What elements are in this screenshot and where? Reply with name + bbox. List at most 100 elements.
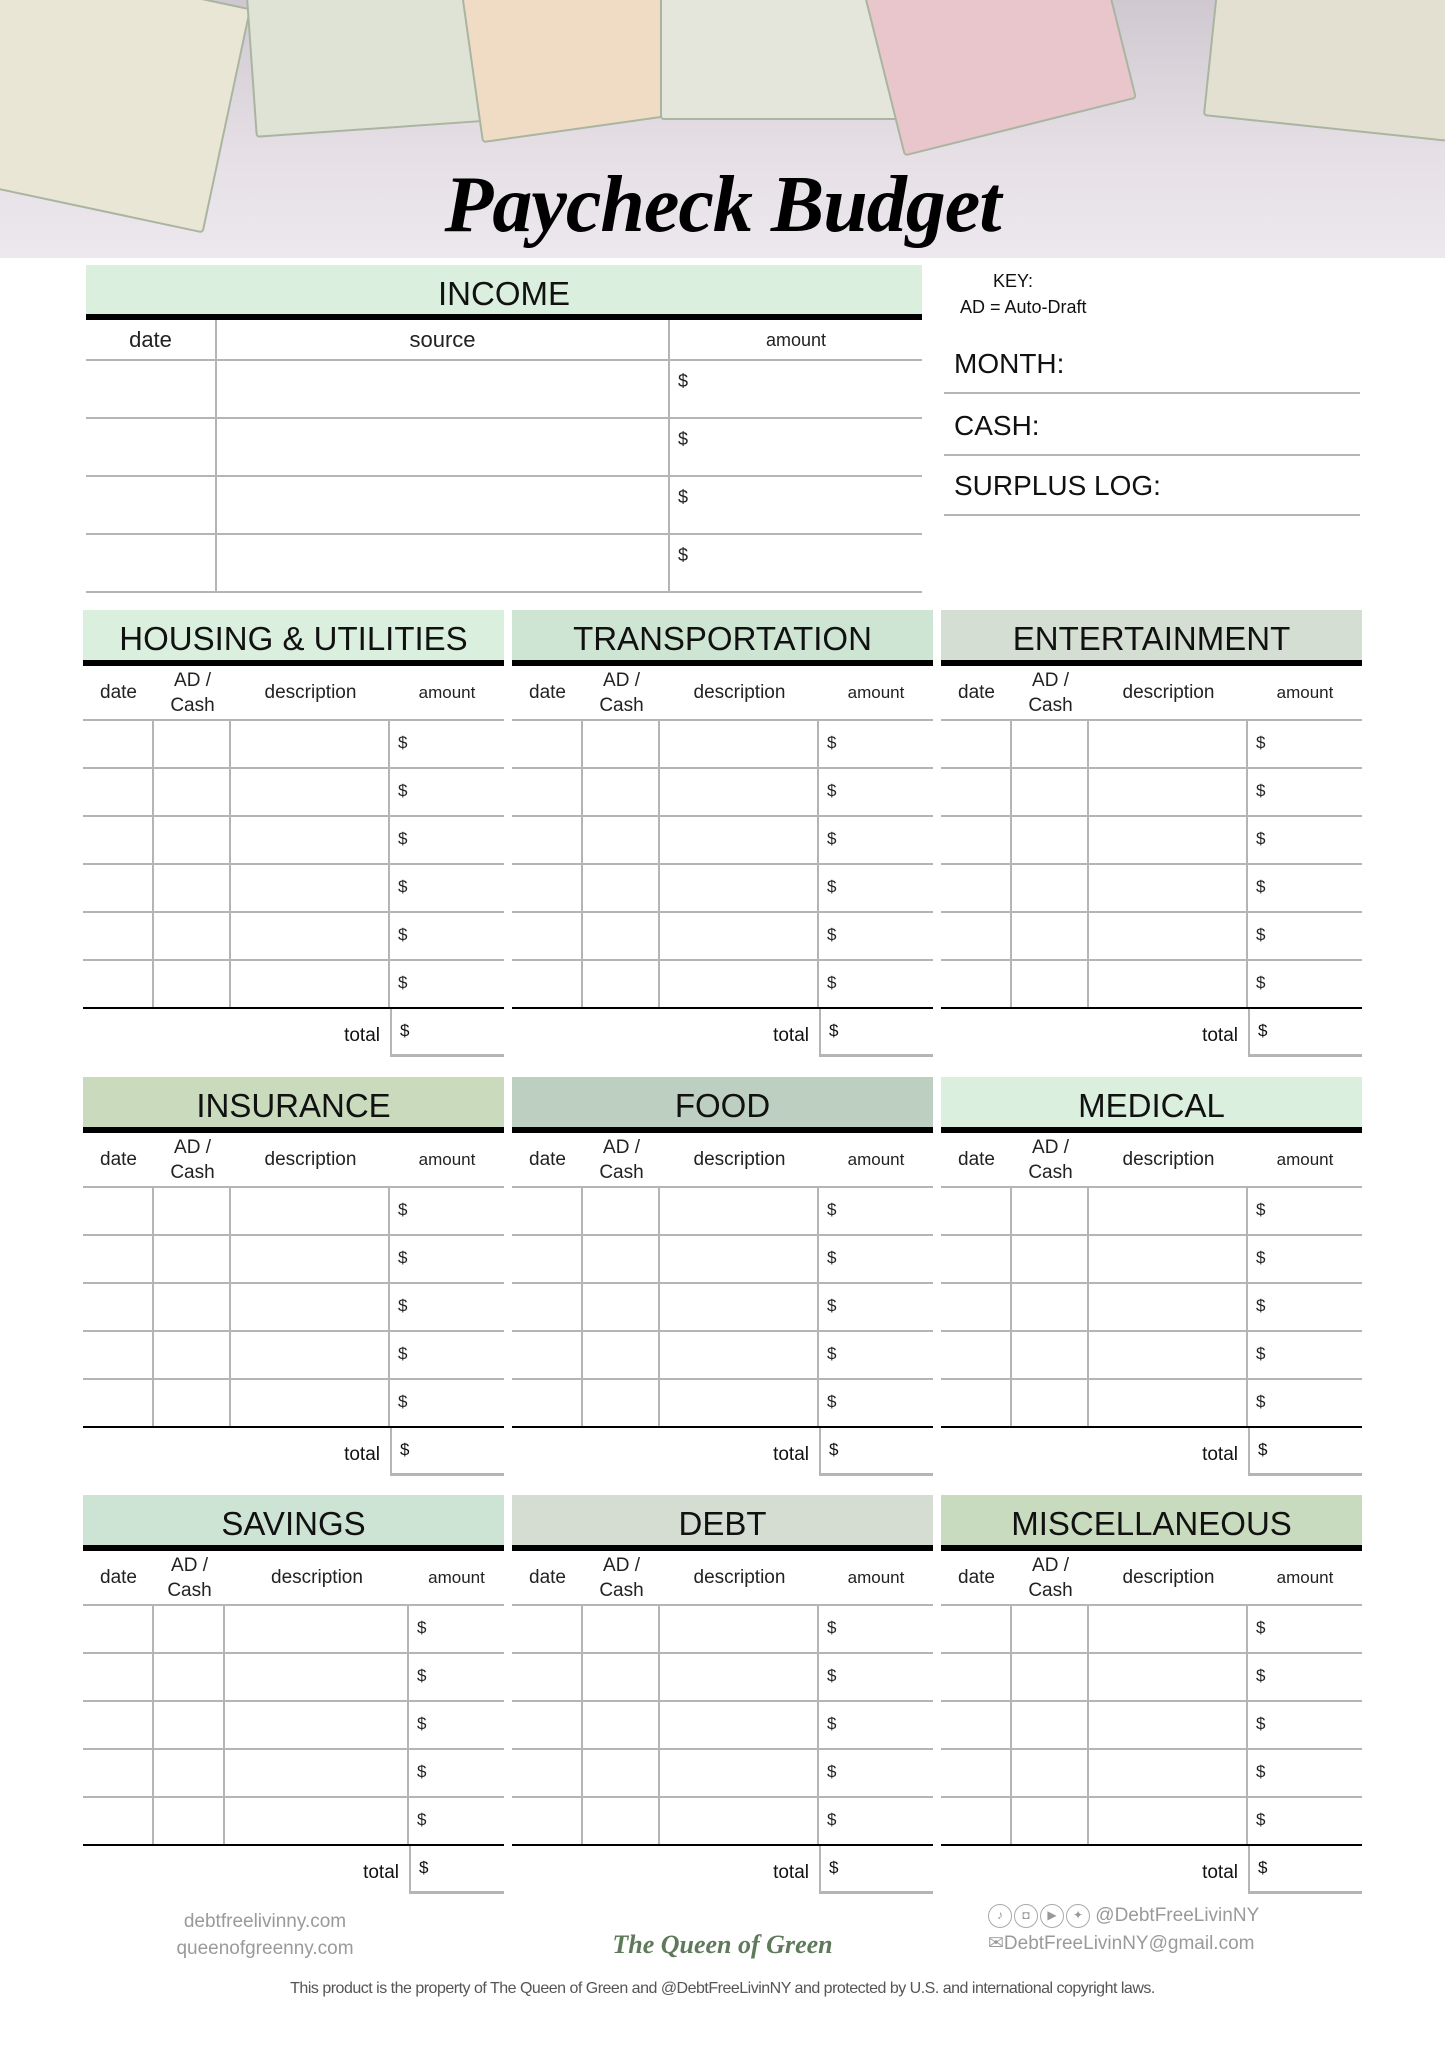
- date-cell[interactable]: [941, 1606, 1012, 1652]
- date-cell[interactable]: [83, 1380, 154, 1426]
- amount-cell[interactable]: $: [1256, 925, 1266, 944]
- date-cell[interactable]: [941, 721, 1012, 767]
- amount-cell[interactable]: $: [827, 1200, 837, 1219]
- ad-cash-cell[interactable]: [1012, 1236, 1089, 1282]
- ad-cash-cell[interactable]: [154, 1654, 225, 1700]
- description-cell[interactable]: [660, 913, 819, 959]
- date-cell[interactable]: [512, 1606, 583, 1652]
- amount-cell[interactable]: $: [1256, 1392, 1266, 1411]
- date-cell[interactable]: [83, 865, 154, 911]
- ad-cash-cell[interactable]: [154, 1798, 225, 1844]
- description-cell[interactable]: [1089, 1284, 1248, 1330]
- description-cell[interactable]: [231, 865, 390, 911]
- ad-cash-cell[interactable]: [154, 1750, 225, 1796]
- description-cell[interactable]: [1089, 769, 1248, 815]
- description-cell[interactable]: [1089, 913, 1248, 959]
- total-amount-cell[interactable]: $: [819, 1846, 933, 1894]
- description-cell[interactable]: [1089, 1606, 1248, 1652]
- amount-cell[interactable]: $: [1256, 733, 1266, 752]
- amount-cell[interactable]: $: [398, 1248, 408, 1267]
- description-cell[interactable]: [660, 1236, 819, 1282]
- ad-cash-cell[interactable]: [1012, 1188, 1089, 1234]
- ad-cash-cell[interactable]: [583, 1284, 660, 1330]
- date-cell[interactable]: [83, 1798, 154, 1844]
- description-cell[interactable]: [231, 961, 390, 1007]
- amount-cell[interactable]: $: [1256, 1618, 1266, 1637]
- description-cell[interactable]: [1089, 1188, 1248, 1234]
- description-cell[interactable]: [1089, 1654, 1248, 1700]
- ad-cash-cell[interactable]: [1012, 961, 1089, 1007]
- ad-cash-cell[interactable]: [1012, 817, 1089, 863]
- description-cell[interactable]: [1089, 1702, 1248, 1748]
- date-cell[interactable]: [86, 419, 217, 475]
- amount-cell[interactable]: $: [398, 829, 408, 848]
- description-cell[interactable]: [660, 961, 819, 1007]
- date-cell[interactable]: [83, 1702, 154, 1748]
- ad-cash-cell[interactable]: [583, 1702, 660, 1748]
- total-amount-cell[interactable]: $: [390, 1428, 504, 1476]
- description-cell[interactable]: [231, 721, 390, 767]
- ad-cash-cell[interactable]: [583, 1798, 660, 1844]
- amount-cell[interactable]: $: [398, 1392, 408, 1411]
- date-cell[interactable]: [512, 1654, 583, 1700]
- ad-cash-cell[interactable]: [1012, 1606, 1089, 1652]
- description-cell[interactable]: [660, 1750, 819, 1796]
- ad-cash-cell[interactable]: [583, 865, 660, 911]
- amount-cell[interactable]: $: [417, 1810, 427, 1829]
- amount-cell[interactable]: $: [398, 925, 408, 944]
- date-cell[interactable]: [512, 721, 583, 767]
- amount-cell[interactable]: $: [398, 973, 408, 992]
- ad-cash-cell[interactable]: [154, 961, 231, 1007]
- amount-cell[interactable]: $: [678, 429, 689, 449]
- total-amount-cell[interactable]: $: [819, 1428, 933, 1476]
- ad-cash-cell[interactable]: [1012, 721, 1089, 767]
- amount-cell[interactable]: $: [398, 1296, 408, 1315]
- date-cell[interactable]: [941, 913, 1012, 959]
- date-cell[interactable]: [512, 865, 583, 911]
- source-cell[interactable]: [217, 477, 670, 533]
- ad-cash-cell[interactable]: [583, 1654, 660, 1700]
- ad-cash-cell[interactable]: [154, 1332, 231, 1378]
- ad-cash-cell[interactable]: [1012, 1380, 1089, 1426]
- amount-cell[interactable]: $: [417, 1618, 427, 1637]
- description-cell[interactable]: [1089, 865, 1248, 911]
- date-cell[interactable]: [941, 1284, 1012, 1330]
- amount-cell[interactable]: $: [1256, 781, 1266, 800]
- ad-cash-cell[interactable]: [1012, 1654, 1089, 1700]
- date-cell[interactable]: [83, 1332, 154, 1378]
- source-cell[interactable]: [217, 419, 670, 475]
- amount-cell[interactable]: $: [827, 781, 837, 800]
- date-cell[interactable]: [512, 1750, 583, 1796]
- twitter-icon[interactable]: ✦: [1066, 1903, 1090, 1928]
- description-cell[interactable]: [660, 817, 819, 863]
- amount-cell[interactable]: $: [827, 1714, 837, 1733]
- description-cell[interactable]: [660, 1702, 819, 1748]
- description-cell[interactable]: [660, 1332, 819, 1378]
- total-amount-cell[interactable]: $: [819, 1009, 933, 1057]
- total-amount-cell[interactable]: $: [1248, 1846, 1362, 1894]
- date-cell[interactable]: [83, 1188, 154, 1234]
- tiktok-icon[interactable]: ♪: [988, 1903, 1012, 1928]
- amount-cell[interactable]: $: [1256, 1296, 1266, 1315]
- website-link-1[interactable]: debtfreelivinny.com: [183, 1911, 347, 1932]
- description-cell[interactable]: [660, 1798, 819, 1844]
- date-cell[interactable]: [512, 913, 583, 959]
- source-cell[interactable]: [217, 361, 670, 417]
- ad-cash-cell[interactable]: [1012, 865, 1089, 911]
- date-cell[interactable]: [512, 961, 583, 1007]
- description-cell[interactable]: [1089, 961, 1248, 1007]
- description-cell[interactable]: [225, 1750, 409, 1796]
- amount-cell[interactable]: $: [1256, 1200, 1266, 1219]
- ad-cash-cell[interactable]: [1012, 1332, 1089, 1378]
- amount-cell[interactable]: $: [827, 925, 837, 944]
- date-cell[interactable]: [512, 817, 583, 863]
- date-cell[interactable]: [83, 913, 154, 959]
- source-cell[interactable]: [217, 535, 670, 591]
- amount-cell[interactable]: $: [1256, 829, 1266, 848]
- amount-cell[interactable]: $: [1256, 973, 1266, 992]
- ad-cash-cell[interactable]: [154, 1236, 231, 1282]
- amount-cell[interactable]: $: [827, 829, 837, 848]
- description-cell[interactable]: [660, 721, 819, 767]
- amount-cell[interactable]: $: [1256, 1810, 1266, 1829]
- date-cell[interactable]: [941, 769, 1012, 815]
